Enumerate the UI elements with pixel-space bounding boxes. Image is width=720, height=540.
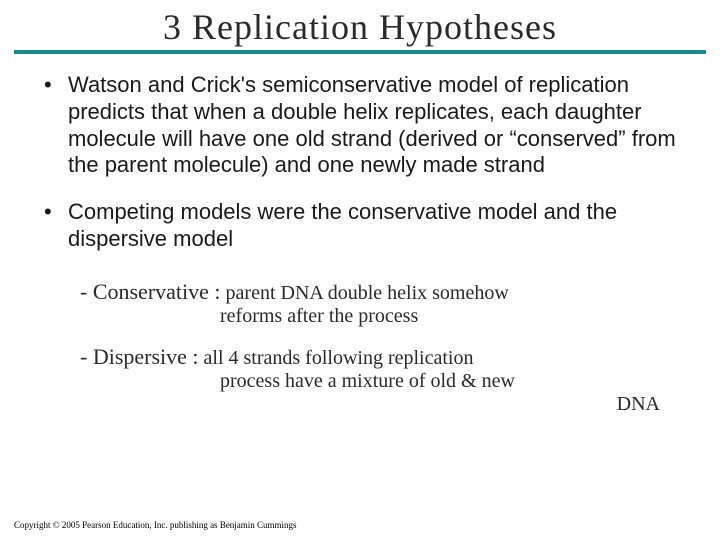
bullet-marker: • (44, 199, 68, 253)
copyright-text: Copyright © 2005 Pearson Education, Inc.… (14, 520, 297, 530)
note-continuation: process have a mixture of old & new (80, 370, 690, 393)
note-text: all 4 strands following replication (204, 347, 474, 369)
bullet-text: Watson and Crick's semiconservative mode… (68, 72, 680, 179)
note-continuation: DNA (80, 393, 690, 416)
note-label: - Dispersive : (80, 344, 199, 369)
note-conservative: - Conservative : parent DNA double helix… (80, 279, 690, 328)
bullet-item: • Watson and Crick's semiconservative mo… (44, 72, 680, 179)
note-text: parent DNA double helix somehow (226, 282, 509, 304)
title-area: 3 Replication Hypotheses (0, 0, 720, 48)
bullet-marker: • (44, 72, 68, 179)
note-dispersive: - Dispersive : all 4 strands following r… (80, 344, 690, 416)
bullet-item: • Competing models were the conservative… (44, 199, 680, 253)
note-label: - Conservative : (80, 279, 221, 304)
handwritten-notes: - Conservative : parent DNA double helix… (0, 273, 720, 416)
note-continuation: reforms after the process (80, 305, 690, 328)
bullet-text: Competing models were the conservative m… (68, 199, 680, 253)
bullet-content: • Watson and Crick's semiconservative mo… (0, 54, 720, 253)
slide-title: 3 Replication Hypotheses (0, 6, 720, 48)
